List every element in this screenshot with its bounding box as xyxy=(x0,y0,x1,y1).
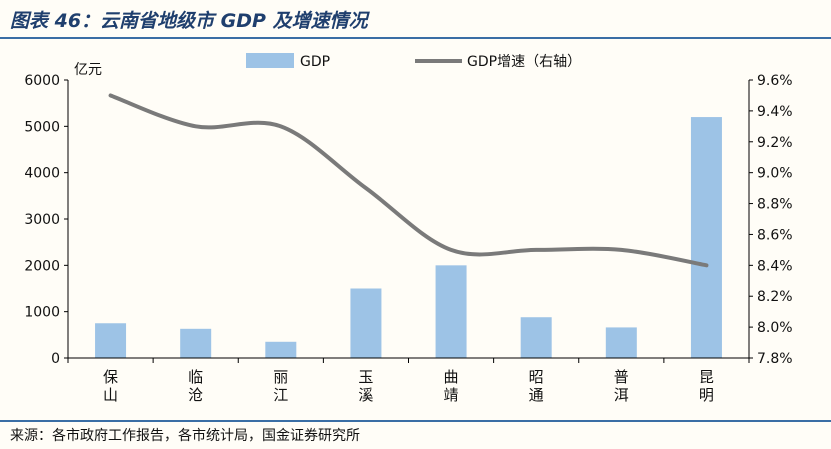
x-category-label: 玉 xyxy=(358,368,373,386)
gdp-bar xyxy=(350,288,382,358)
right-tick-label: 8.4% xyxy=(757,258,793,274)
x-category-label: 通 xyxy=(529,386,544,404)
x-category-label: 溪 xyxy=(358,386,373,404)
x-category-label: 江 xyxy=(273,386,288,404)
x-category-label: 普 xyxy=(614,368,629,386)
x-category-label: 曲 xyxy=(444,368,459,386)
right-tick-label: 9.4% xyxy=(757,104,793,120)
x-category-label: 明 xyxy=(699,386,714,404)
source-rule xyxy=(0,420,831,422)
title-rule xyxy=(0,37,831,39)
gdp-bars xyxy=(95,117,722,358)
gdp-bar xyxy=(690,117,722,358)
right-axis: 7.8% 8.0% 8.2% 8.4% 8.6% 8.8% 9.0% 9.2% 9.4% 9.6% xyxy=(748,73,793,367)
right-tick-label: 8.0% xyxy=(757,320,793,336)
x-category-label: 保 xyxy=(103,368,118,386)
right-tick-label: 9.2% xyxy=(757,135,793,151)
right-tick-label: 9.6% xyxy=(757,73,793,89)
gdp-bar xyxy=(520,317,552,358)
source-note: 来源：各市政府工作报告，各市统计局，国金证券研究所 xyxy=(10,428,360,444)
legend-growth-label: GDP增速（右轴） xyxy=(467,54,581,70)
chart-title: 图表 46：云南省地级市 GDP 及增速情况 xyxy=(10,10,368,32)
growth-point xyxy=(110,94,112,96)
left-tick-label: 5000 xyxy=(24,119,60,135)
growth-point xyxy=(620,249,622,251)
legend-gdp-label: GDP xyxy=(300,54,330,70)
growth-line xyxy=(108,93,709,268)
x-category-label: 靖 xyxy=(444,386,459,404)
left-axis-unit: 亿元 xyxy=(74,62,102,78)
growth-point xyxy=(195,125,197,127)
legend: GDP GDP增速（右轴） xyxy=(246,53,581,70)
growth-line-path xyxy=(108,93,709,268)
x-category-label: 昭 xyxy=(529,368,544,386)
x-axis: 保山 临沧 丽江 玉溪 曲靖 昭通 普洱 昆明 xyxy=(67,357,750,404)
x-category-label: 山 xyxy=(103,386,118,404)
left-tick-label: 3000 xyxy=(24,212,60,228)
x-category-label: 临 xyxy=(188,368,203,386)
left-tick-label: 0 xyxy=(51,351,60,367)
growth-point xyxy=(365,187,367,189)
x-category-label: 丽 xyxy=(273,368,288,386)
left-tick-label: 6000 xyxy=(24,73,60,89)
right-tick-label: 8.8% xyxy=(757,197,793,213)
growth-point xyxy=(280,125,282,127)
gdp-bar xyxy=(435,265,467,358)
right-tick-label: 8.2% xyxy=(757,289,793,305)
x-category-label: 昆 xyxy=(699,368,714,386)
left-tick-label: 4000 xyxy=(24,166,60,182)
gdp-bar xyxy=(605,327,637,358)
gdp-chart: GDP GDP增速（右轴） 0 1000 2000 3000 4000 5000 6000 亿元… xyxy=(24,53,793,404)
right-tick-label: 7.8% xyxy=(757,351,793,367)
growth-point xyxy=(450,249,452,251)
gdp-bar xyxy=(95,323,127,358)
growth-point xyxy=(705,264,707,266)
left-tick-label: 2000 xyxy=(24,258,60,274)
right-tick-label: 8.6% xyxy=(757,227,793,243)
left-tick-label: 1000 xyxy=(24,305,60,321)
right-tick-label: 9.0% xyxy=(757,166,793,182)
gdp-bar xyxy=(265,341,297,358)
x-category-label: 沧 xyxy=(188,386,203,404)
left-axis: 0 1000 2000 3000 4000 5000 6000 亿元 xyxy=(24,62,102,367)
gdp-bar xyxy=(180,328,212,358)
growth-point xyxy=(535,249,537,251)
x-category-label: 洱 xyxy=(614,386,629,404)
legend-gdp-swatch xyxy=(246,53,294,68)
